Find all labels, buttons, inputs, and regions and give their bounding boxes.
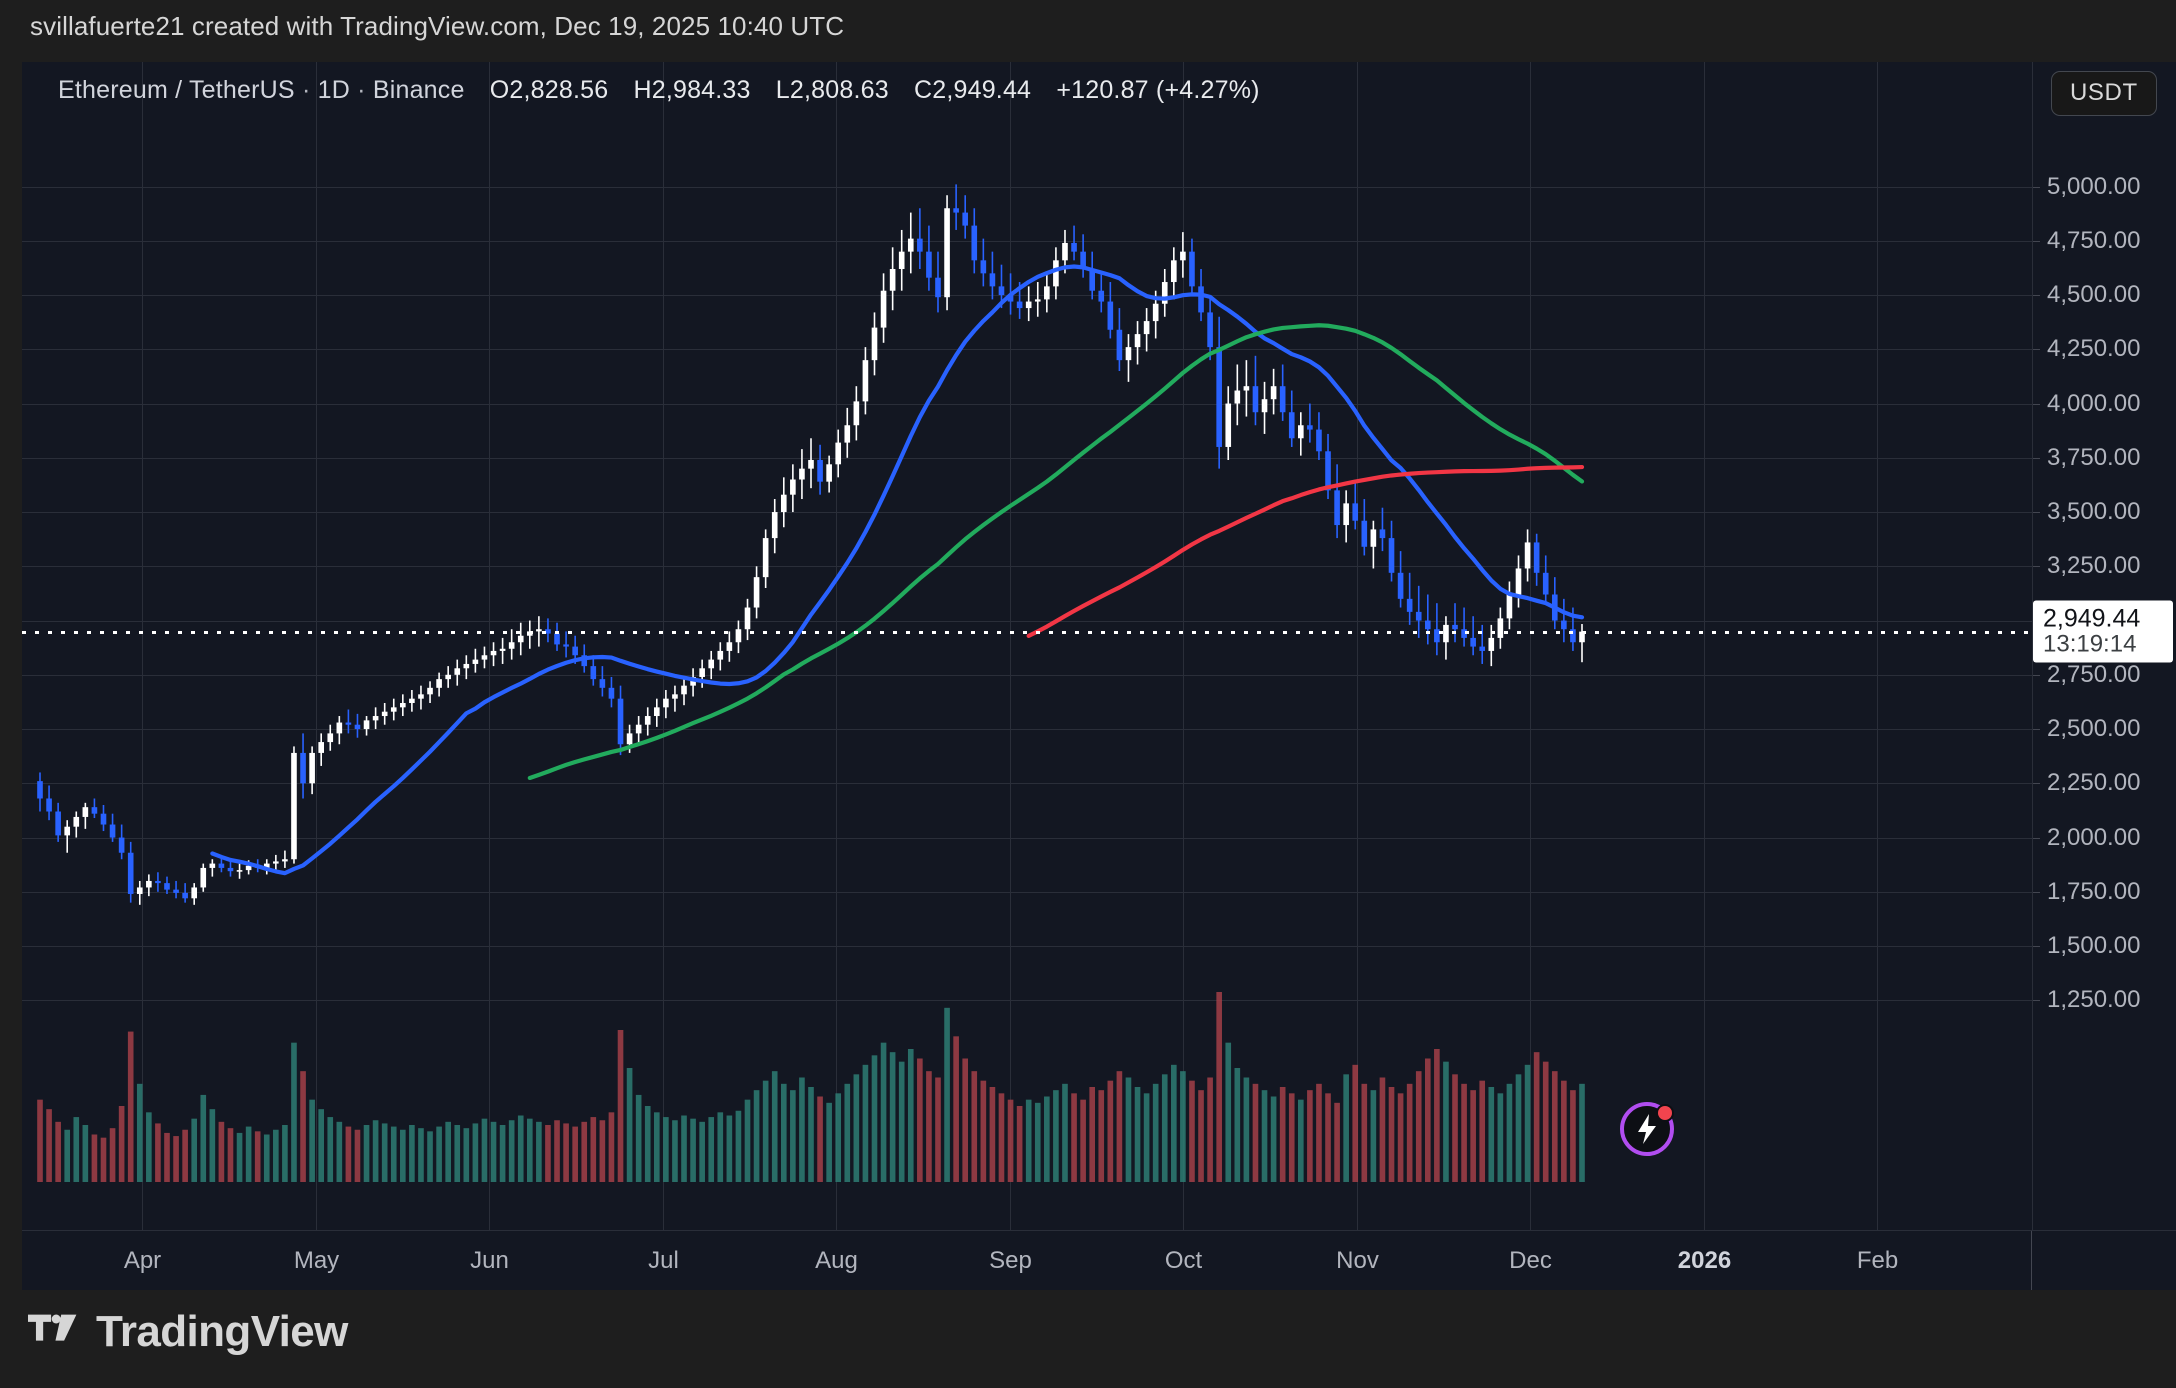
price-tick-mark [2033, 186, 2040, 188]
price-tick-mark [2033, 349, 2040, 351]
time-tick: May [293, 1247, 340, 1274]
price-tick-mark [2033, 837, 2040, 839]
price-tick: 4,500.00 [2047, 281, 2141, 309]
legend-high: H2,984.33 [633, 76, 751, 104]
tradingview-wordmark: TradingView [96, 1307, 348, 1356]
time-scale[interactable]: Apr May Jun Jul Aug Sep Oct Nov Dec 2026 Feb [22, 1230, 2176, 1291]
time-tick: 2026 [1677, 1247, 1732, 1274]
price-tick: 2,250.00 [2047, 769, 2141, 797]
watermark-text: svillafuerte21 created with TradingView.… [30, 11, 845, 41]
price-tick-mark [2033, 566, 2040, 568]
price-tick: 4,250.00 [2047, 335, 2141, 363]
price-tick: 3,250.00 [2047, 552, 2141, 580]
chart-plot-area[interactable] [22, 62, 2032, 1230]
chart-legend[interactable]: Ethereum / TetherUS · 1D · Binance O2,82… [58, 76, 1260, 105]
price-tick-mark [2033, 729, 2040, 731]
time-tick: Sep [989, 1247, 1032, 1274]
price-tick: 1,250.00 [2047, 986, 2141, 1014]
chart-canvas [22, 62, 2032, 1230]
price-tick-mark [2033, 457, 2040, 459]
price-tick: 4,750.00 [2047, 226, 2141, 254]
time-tick: Feb [1856, 1247, 1899, 1274]
bar-countdown: 13:19:14 [2043, 630, 2137, 658]
price-tick: 2,000.00 [2047, 823, 2141, 851]
current-price-tag[interactable]: 2,949.44 13:19:14 [2033, 600, 2173, 663]
time-tick: Nov [1336, 1247, 1379, 1274]
legend-symbol[interactable]: Ethereum / TetherUS [58, 76, 295, 104]
currency-badge[interactable]: USDT [2051, 71, 2157, 116]
time-tick: Apr [123, 1247, 162, 1274]
time-tick: Jul [648, 1247, 679, 1274]
watermark-bar: svillafuerte21 created with TradingView.… [0, 0, 2176, 62]
legend-dot-1: · [301, 76, 311, 104]
lightning-alert-icon[interactable] [1618, 1096, 1680, 1158]
chart-panel[interactable]: Ethereum / TetherUS · 1D · Binance O2,82… [22, 62, 2176, 1291]
time-tick: Dec [1509, 1247, 1552, 1274]
price-tick-mark [2033, 1000, 2040, 1002]
tradingview-mark-icon [28, 1314, 77, 1341]
price-tick: 2,750.00 [2047, 660, 2141, 688]
price-tick-mark [2033, 946, 2040, 948]
legend-interval[interactable]: 1D [317, 76, 350, 104]
price-scale[interactable]: USDT 5,000.00 4,750.00 4,500.00 4,250.00 4,0… [2032, 62, 2176, 1230]
price-tick: 2,500.00 [2047, 715, 2141, 743]
legend-open: O2,828.56 [489, 76, 609, 104]
legend-dot-2: · [357, 76, 366, 104]
price-tick-mark [2033, 295, 2040, 297]
legend-close: C2,949.44 [913, 76, 1032, 104]
tradingview-logo[interactable]: TradingView [28, 1306, 348, 1358]
footer-bar: TradingView [0, 1290, 2176, 1388]
price-tick-mark [2033, 891, 2040, 893]
price-tick-mark [2033, 674, 2040, 676]
price-tick: 1,750.00 [2047, 877, 2141, 905]
legend-low: L2,808.63 [775, 76, 889, 104]
current-price-value: 2,949.44 [2043, 604, 2141, 633]
price-tick: 3,500.00 [2047, 498, 2141, 526]
price-tick: 4,000.00 [2047, 389, 2141, 417]
time-tick: Aug [815, 1247, 858, 1274]
legend-change: +120.87 (+4.27%) [1056, 76, 1260, 104]
price-tick-mark [2033, 240, 2040, 242]
price-tick-mark [2033, 512, 2040, 514]
price-tick: 3,750.00 [2047, 443, 2141, 471]
time-scale-separator [2031, 1231, 2032, 1291]
price-tick-mark [2033, 783, 2040, 785]
price-tick: 5,000.00 [2047, 172, 2141, 200]
price-tick-mark [2033, 403, 2040, 405]
legend-exchange[interactable]: Binance [372, 76, 465, 104]
time-tick: Jun [470, 1247, 509, 1274]
price-tick: 1,500.00 [2047, 932, 2141, 960]
time-tick: Oct [1164, 1247, 1203, 1274]
